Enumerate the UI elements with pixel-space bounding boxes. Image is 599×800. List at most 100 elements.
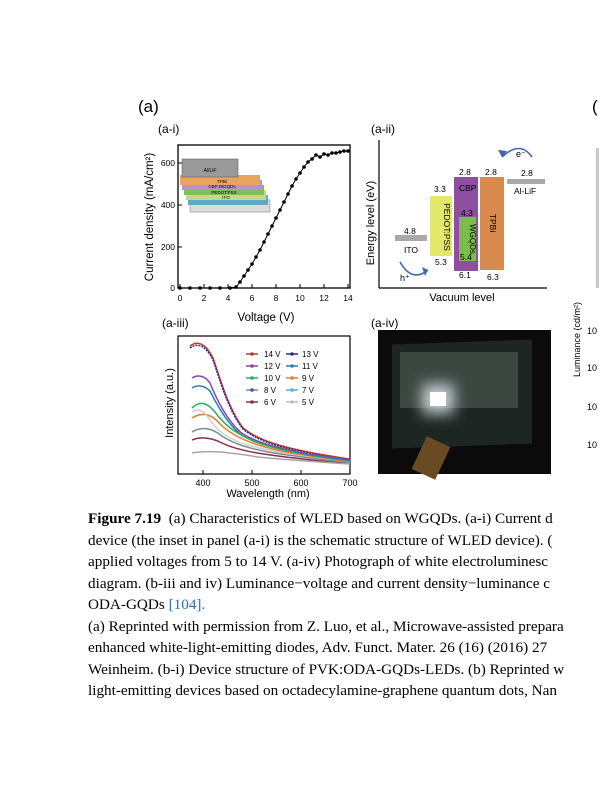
caption-text: ODA-GQDs: [88, 596, 169, 613]
aii-layer-alif: Al-LiF: [514, 186, 536, 196]
caption-line-9: light-emitting devices based on octadecy…: [88, 682, 557, 699]
ai-ytick: 400: [161, 200, 175, 210]
legend-entry: 5 V: [302, 398, 315, 407]
aiii-xtick: 400: [195, 478, 210, 488]
ai-inset-layer: TPBi: [217, 179, 227, 184]
ai-xtick: 4: [226, 293, 231, 303]
caption-line-1: Figure 7.19 (a) Characteristics of WLED …: [88, 508, 599, 530]
caption-line-6: (a) Reprinted with permission from Z. Lu…: [88, 617, 564, 635]
ai-xtick: 12: [319, 293, 329, 303]
reference-link[interactable]: [104].: [168, 596, 206, 613]
ai-xtick: 0: [178, 293, 183, 303]
aii-layer-pedot: PEDOT:PSS: [442, 203, 452, 251]
aii-level-alif: 2.8: [521, 168, 533, 178]
ai-inset-device-stack: Al/LiF TPBi CBP:WGQDs PEDOT:PSS ITO: [180, 158, 271, 213]
legend-entry: 14 V: [264, 350, 281, 359]
ai-ytick: 600: [161, 158, 175, 168]
spectrum-5v: [191, 450, 351, 465]
aii-tpbi-bar: [480, 177, 504, 270]
ai-xlabel: Voltage (V): [238, 312, 295, 324]
spectrum-7v: [191, 409, 351, 464]
aii-hole: h⁺: [400, 273, 410, 283]
aii-level-tpbi-bottom: 6.3: [487, 272, 499, 282]
electron-arrow-icon: [501, 147, 533, 158]
ai-inset-layer: CBP:WGQDs: [208, 184, 236, 189]
aii-level-wgqds-bottom: 5.4: [460, 252, 472, 262]
aii-level-ito: 4.8: [404, 226, 416, 236]
partial-tick: 10: [587, 363, 598, 373]
caption-line-5: ODA-GQDs [104].: [88, 594, 599, 616]
caption-line-2: device (the inset in panel (a-i) is the …: [88, 531, 553, 549]
legend-entry: 6 V: [264, 398, 277, 407]
panel-a-label: (a): [138, 97, 159, 116]
ai-ytick: 0: [170, 283, 175, 293]
figure-label: Figure 7.19: [88, 510, 162, 527]
partial-tick: 10: [587, 326, 598, 336]
spectrum-6v: [191, 437, 351, 465]
legend-entry: 11 V: [302, 362, 319, 371]
figure-caption: Figure 7.19 (a) Characteristics of WLED …: [88, 508, 599, 702]
aiii-xtick: 700: [342, 478, 357, 488]
aii-ito-bar: [395, 235, 427, 241]
ai-inset-layer: PEDOT:PSS: [211, 190, 236, 195]
ai-inset-layer: ITO: [222, 195, 230, 200]
panel-aiv-label: (a-iv): [371, 316, 399, 330]
ai-xtick: 6: [250, 293, 255, 303]
ai-xtick: 8: [274, 293, 279, 303]
aiv-photograph: [378, 330, 551, 480]
spectrum-12v: [191, 375, 351, 461]
aiii-xtick: 600: [293, 478, 308, 488]
aii-ylabel: Energy level (eV): [365, 181, 377, 265]
ai-xtick: 14: [343, 293, 353, 303]
caption-line-8: Weinheim. (b-i) Device structure of PVK:…: [88, 660, 565, 678]
aiii-xlabel: Wavelength (nm): [226, 488, 309, 500]
aii-xlabel: Vacuum level: [429, 292, 494, 304]
aii-electron: e⁻: [516, 149, 526, 159]
ai-ylabel: Current density (mA/cm²): [144, 153, 156, 282]
partial-tick: 10: [587, 402, 598, 412]
aii-alif-bar: [507, 179, 545, 184]
legend-entry: 12 V: [264, 362, 281, 371]
plot-aii-energy-levels: Energy level (eV) Vacuum level 4.8 ITO 3…: [365, 140, 547, 304]
panel-b-label-partial: (: [592, 97, 598, 116]
aiv-device-area: [400, 352, 518, 408]
aiii-xtick: 500: [244, 478, 259, 488]
aii-level-wgqds-top: 4.3: [461, 208, 473, 218]
aii-level-cbp-bottom: 6.1: [459, 270, 471, 280]
aiii-ylabel: Intensity (a.u.): [164, 368, 176, 438]
caption-line-4: diagram. (b-iii and iv) Luminance−voltag…: [88, 574, 551, 592]
panel-ai-label: (a-i): [158, 122, 180, 136]
panel-aiii-label: (a-iii): [162, 316, 189, 330]
aii-pedot-bar: [430, 196, 452, 256]
partial-tick: 10: [587, 440, 598, 450]
ai-xtick: 2: [202, 293, 207, 303]
legend-entry: 7 V: [302, 386, 315, 395]
aiii-legend: 14 V 13 V 12 V 11 V 10 V 9 V 8 V 7 V 6 V…: [246, 350, 319, 407]
aii-layer-cbp: CBP: [459, 183, 477, 193]
aii-level-pedot-top: 3.3: [434, 184, 446, 194]
legend-entry: 9 V: [302, 374, 315, 383]
legend-entry: 13 V: [302, 350, 319, 359]
legend-entry: 10 V: [264, 374, 281, 383]
partial-luminance-ylabel: Luminance (cd/m²): [572, 301, 582, 377]
plot-ai-current-density: 0 200 400 600 0 2 4 6 8 10 12 14 Voltage…: [144, 144, 353, 324]
caption-line-7: enhanced white-light-emitting diodes, Ad…: [88, 639, 548, 656]
partial-right-panel-strip: [596, 148, 599, 288]
aii-level-tpbi: 2.8: [485, 167, 497, 177]
aii-layer-ito: ITO: [404, 245, 418, 255]
aii-layer-wgqds: WGQDs: [468, 224, 477, 254]
aii-level-cbp: 2.8: [459, 167, 471, 177]
caption-text: (a) Characteristics of WLED based on WGQ…: [168, 510, 553, 527]
plot-aiii-el-spectra: 400 500 600 700 Wavelength (nm) Intensit…: [164, 335, 358, 500]
spectrum-8v: [191, 427, 351, 464]
legend-entry: 8 V: [264, 386, 277, 395]
aii-level-pedot-bottom: 5.3: [435, 257, 447, 267]
caption-line-3: applied voltages from 5 to 14 V. (a-iv) …: [88, 553, 549, 570]
ai-inset-layer: Al/LiF: [204, 168, 217, 174]
aii-wgqds-bar: [459, 217, 476, 261]
ai-ytick: 200: [161, 242, 175, 252]
aiv-white-emission: [430, 392, 446, 406]
aii-layer-tpbi: TPBi: [488, 214, 498, 233]
ai-xtick: 10: [295, 293, 305, 303]
panel-aii-label: (a-ii): [371, 122, 395, 136]
